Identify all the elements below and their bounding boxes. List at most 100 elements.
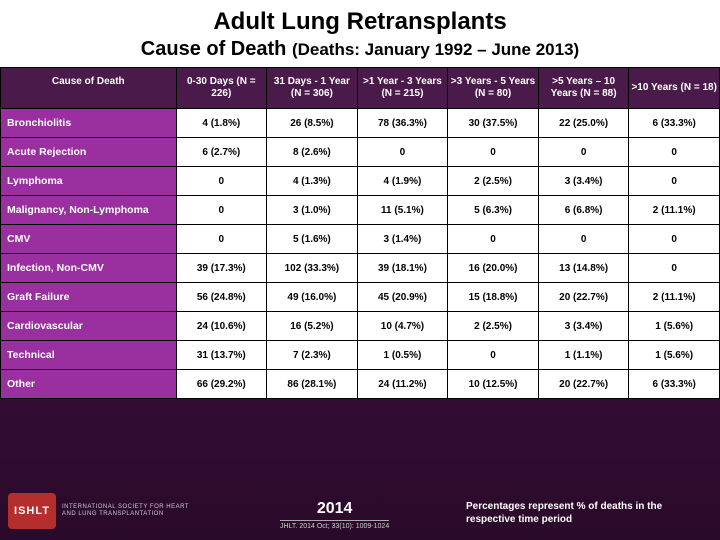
data-cell: 0	[448, 138, 539, 167]
table-row: Malignancy, Non-Lymphoma03 (1.0%)11 (5.1…	[1, 196, 720, 225]
data-cell: 49 (16.0%)	[267, 283, 358, 312]
table-row: Bronchiolitis4 (1.8%)26 (8.5%)78 (36.3%)…	[1, 109, 720, 138]
data-cell: 102 (33.3%)	[267, 254, 358, 283]
data-cell: 78 (36.3%)	[357, 109, 448, 138]
data-cell: 6 (33.3%)	[629, 370, 720, 399]
data-cell: 5 (6.3%)	[448, 196, 539, 225]
data-cell: 6 (2.7%)	[176, 138, 267, 167]
data-cell: 0	[176, 196, 267, 225]
data-cell: 13 (14.8%)	[538, 254, 629, 283]
data-cell: 1 (1.1%)	[538, 341, 629, 370]
table-row: CMV05 (1.6%)3 (1.4%)000	[1, 225, 720, 254]
data-cell: 0	[629, 225, 720, 254]
data-cell: 15 (18.8%)	[448, 283, 539, 312]
data-cell: 2 (2.5%)	[448, 312, 539, 341]
footnote: Percentages represent % of deaths in the…	[466, 500, 706, 526]
data-cell: 0	[176, 225, 267, 254]
data-cell: 2 (11.1%)	[629, 196, 720, 225]
data-cell: 0	[538, 225, 629, 254]
data-cell: 0	[448, 341, 539, 370]
data-cell: 30 (37.5%)	[448, 109, 539, 138]
logo-block: ISHLT INTERNATIONAL SOCIETY FOR HEART AN…	[0, 493, 189, 529]
data-cell: 24 (11.2%)	[357, 370, 448, 399]
data-cell: 1 (0.5%)	[357, 341, 448, 370]
data-cell: 16 (5.2%)	[267, 312, 358, 341]
ishlt-logo-icon: ISHLT	[8, 493, 56, 529]
subtitle-range: (Deaths: January 1992 – June 2013)	[292, 40, 579, 59]
subtitle-prefix: Cause of Death	[141, 38, 292, 60]
data-cell: 31 (13.7%)	[176, 341, 267, 370]
row-label: Graft Failure	[1, 283, 177, 312]
page-title: Adult Lung Retransplants	[10, 8, 710, 36]
data-cell: 2 (2.5%)	[448, 167, 539, 196]
data-cell: 10 (4.7%)	[357, 312, 448, 341]
logo-line2: AND LUNG TRANSPLANTATION	[62, 511, 189, 518]
header-col: >1 Year - 3 Years (N = 215)	[357, 68, 448, 109]
table-header-row: Cause of Death 0-30 Days (N = 226) 31 Da…	[1, 68, 720, 109]
data-cell: 24 (10.6%)	[176, 312, 267, 341]
data-cell: 56 (24.8%)	[176, 283, 267, 312]
table-row: Graft Failure56 (24.8%)49 (16.0%)45 (20.…	[1, 283, 720, 312]
data-cell: 1 (5.6%)	[629, 312, 720, 341]
data-cell: 3 (1.0%)	[267, 196, 358, 225]
table-row: Other66 (29.2%)86 (28.1%)24 (11.2%)10 (1…	[1, 370, 720, 399]
data-cell: 0	[629, 167, 720, 196]
year-block: 2014 JHLT. 2014 Oct; 33(10): 1009-1024	[280, 500, 389, 530]
title-area: Adult Lung Retransplants Cause of Death …	[0, 0, 720, 67]
footer: ISHLT INTERNATIONAL SOCIETY FOR HEART AN…	[0, 482, 720, 540]
data-cell: 3 (3.4%)	[538, 167, 629, 196]
data-cell: 26 (8.5%)	[267, 109, 358, 138]
data-cell: 3 (3.4%)	[538, 312, 629, 341]
data-cell: 5 (1.6%)	[267, 225, 358, 254]
data-cell: 4 (1.3%)	[267, 167, 358, 196]
table-row: Cardiovascular24 (10.6%)16 (5.2%)10 (4.7…	[1, 312, 720, 341]
row-label: Cardiovascular	[1, 312, 177, 341]
header-col: >10 Years (N = 18)	[629, 68, 720, 109]
data-cell: 0	[538, 138, 629, 167]
data-cell: 11 (5.1%)	[357, 196, 448, 225]
data-cell: 45 (20.9%)	[357, 283, 448, 312]
data-cell: 10 (12.5%)	[448, 370, 539, 399]
data-cell: 20 (22.7%)	[538, 283, 629, 312]
logo-line1: INTERNATIONAL SOCIETY FOR HEART	[62, 504, 189, 511]
subtitle: Cause of Death (Deaths: January 1992 – J…	[10, 38, 710, 61]
data-cell: 22 (25.0%)	[538, 109, 629, 138]
data-cell: 0	[448, 225, 539, 254]
header-col: 0-30 Days (N = 226)	[176, 68, 267, 109]
data-cell: 0	[629, 138, 720, 167]
header-col: >3 Years - 5 Years (N = 80)	[448, 68, 539, 109]
row-label: Lymphoma	[1, 167, 177, 196]
table-row: Lymphoma04 (1.3%)4 (1.9%)2 (2.5%)3 (3.4%…	[1, 167, 720, 196]
table-row: Technical31 (13.7%)7 (2.3%)1 (0.5%)01 (1…	[1, 341, 720, 370]
year: 2014	[280, 500, 389, 521]
citation: JHLT. 2014 Oct; 33(10): 1009-1024	[280, 523, 389, 530]
data-cell: 3 (1.4%)	[357, 225, 448, 254]
header-col: 31 Days - 1 Year (N = 306)	[267, 68, 358, 109]
cause-of-death-table: Cause of Death 0-30 Days (N = 226) 31 Da…	[0, 67, 720, 399]
data-cell: 0	[629, 254, 720, 283]
data-cell: 20 (22.7%)	[538, 370, 629, 399]
table-row: Acute Rejection6 (2.7%)8 (2.6%)0000	[1, 138, 720, 167]
data-cell: 0	[357, 138, 448, 167]
data-cell: 0	[176, 167, 267, 196]
data-cell: 8 (2.6%)	[267, 138, 358, 167]
data-cell: 1 (5.6%)	[629, 341, 720, 370]
row-label: Acute Rejection	[1, 138, 177, 167]
data-cell: 4 (1.9%)	[357, 167, 448, 196]
data-cell: 66 (29.2%)	[176, 370, 267, 399]
data-cell: 6 (33.3%)	[629, 109, 720, 138]
table-row: Infection, Non-CMV39 (17.3%)102 (33.3%)3…	[1, 254, 720, 283]
row-label: Bronchiolitis	[1, 109, 177, 138]
logo-text: INTERNATIONAL SOCIETY FOR HEART AND LUNG…	[62, 504, 189, 518]
data-cell: 86 (28.1%)	[267, 370, 358, 399]
data-cell: 39 (18.1%)	[357, 254, 448, 283]
data-cell: 6 (6.8%)	[538, 196, 629, 225]
data-cell: 2 (11.1%)	[629, 283, 720, 312]
row-label: Technical	[1, 341, 177, 370]
row-label: Other	[1, 370, 177, 399]
data-cell: 16 (20.0%)	[448, 254, 539, 283]
data-cell: 4 (1.8%)	[176, 109, 267, 138]
header-label: Cause of Death	[1, 68, 177, 109]
header-col: >5 Years – 10 Years (N = 88)	[538, 68, 629, 109]
data-cell: 7 (2.3%)	[267, 341, 358, 370]
